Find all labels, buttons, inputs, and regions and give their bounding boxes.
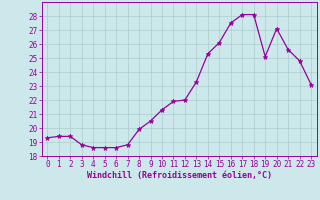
- X-axis label: Windchill (Refroidissement éolien,°C): Windchill (Refroidissement éolien,°C): [87, 171, 272, 180]
